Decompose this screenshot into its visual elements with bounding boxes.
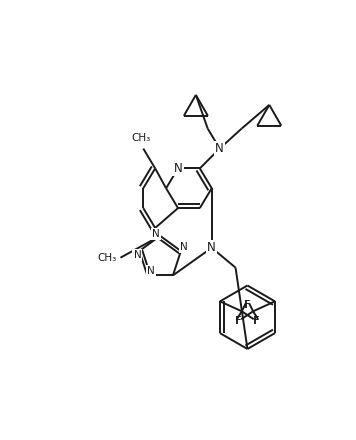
Text: F: F <box>253 316 258 326</box>
Text: F: F <box>244 301 250 310</box>
Text: F: F <box>245 301 251 310</box>
Text: CH₃: CH₃ <box>97 253 116 263</box>
Text: N: N <box>134 250 141 260</box>
Text: N: N <box>152 229 160 239</box>
Text: N: N <box>174 162 182 175</box>
Text: F: F <box>235 316 241 326</box>
Text: CH₃: CH₃ <box>132 132 151 143</box>
Text: F: F <box>236 316 242 326</box>
Text: N: N <box>147 266 155 276</box>
Text: N: N <box>180 242 188 252</box>
Text: F: F <box>254 316 260 326</box>
Text: N: N <box>215 142 224 155</box>
Text: N: N <box>207 241 216 254</box>
